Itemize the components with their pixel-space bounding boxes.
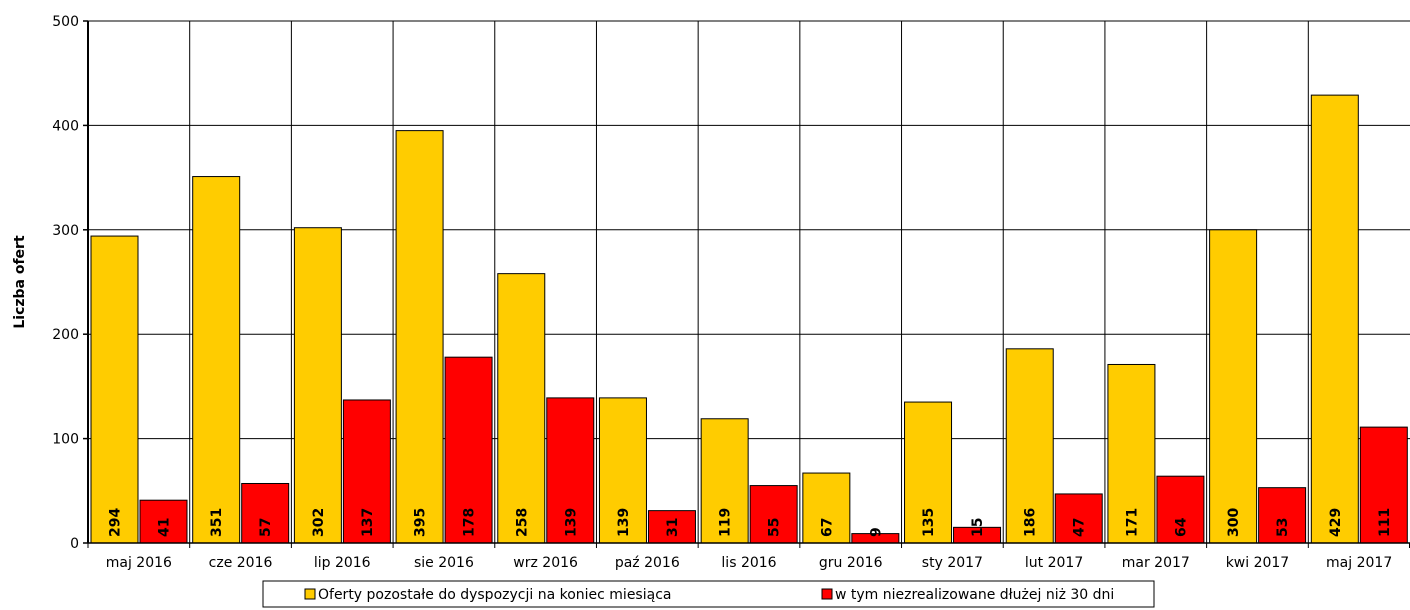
bar-offers-over-30-days bbox=[1258, 487, 1307, 544]
bars-layer bbox=[90, 94, 1408, 544]
y-tick-label: 100 bbox=[52, 432, 79, 448]
x-tick-label: gru 2016 bbox=[819, 555, 883, 571]
bar-offers-over-30-days bbox=[546, 397, 595, 544]
legend-label: Oferty pozostałe do dyspozycji na koniec… bbox=[318, 587, 671, 603]
bar-offers-total bbox=[395, 130, 444, 544]
bar-data-label: 135 bbox=[921, 508, 937, 537]
bar-data-label: 395 bbox=[413, 508, 429, 537]
bar-data-label: 9 bbox=[868, 527, 884, 537]
x-tick-label: paź 2016 bbox=[615, 555, 680, 571]
y-tick-label: 200 bbox=[52, 327, 79, 343]
bar-offers-total bbox=[192, 176, 241, 544]
bar-data-label: 31 bbox=[665, 518, 681, 537]
bar-offers-over-30-days bbox=[139, 499, 188, 544]
bar-data-label: 111 bbox=[1377, 508, 1393, 537]
bar-data-label: 186 bbox=[1023, 508, 1039, 537]
bar-data-label: 294 bbox=[108, 508, 124, 537]
x-tick-label: lut 2017 bbox=[1025, 555, 1083, 571]
x-tick-label: sie 2016 bbox=[414, 555, 474, 571]
legend-label: w tym niezrealizowane dłużej niż 30 dni bbox=[835, 587, 1114, 603]
bar-data-label: 15 bbox=[970, 518, 986, 537]
bar-offers-over-30-days bbox=[1156, 475, 1205, 544]
x-tick-label: maj 2016 bbox=[106, 555, 172, 571]
bar-data-label: 139 bbox=[616, 508, 632, 537]
bar-offers-over-30-days bbox=[444, 356, 493, 544]
bar-data-label: 258 bbox=[514, 508, 530, 537]
y-tick-label: 400 bbox=[52, 118, 79, 134]
bar-data-label: 178 bbox=[462, 508, 478, 537]
bar-data-label: 47 bbox=[1072, 518, 1088, 537]
bar-offers-over-30-days bbox=[342, 399, 391, 544]
y-tick-label: 0 bbox=[70, 536, 79, 552]
bar-offers-total bbox=[598, 397, 647, 544]
bar-data-label: 137 bbox=[360, 508, 376, 537]
y-tick-label: 300 bbox=[52, 223, 79, 239]
bar-offers-total bbox=[1005, 348, 1054, 544]
bar-offers-total bbox=[1107, 363, 1156, 544]
bar-data-label: 302 bbox=[311, 508, 327, 537]
axis-layer bbox=[83, 20, 1410, 548]
bar-offers-total bbox=[904, 401, 953, 544]
bar-data-label: 119 bbox=[718, 508, 734, 537]
bar-offers-total bbox=[1310, 94, 1359, 544]
bar-offers-total bbox=[293, 227, 342, 544]
legend: Oferty pozostałe do dyspozycji na koniec… bbox=[262, 580, 1155, 608]
legend-swatch bbox=[821, 588, 833, 600]
bar-data-label: 57 bbox=[258, 518, 274, 537]
bar-data-label: 41 bbox=[157, 518, 173, 537]
x-tick-label: lip 2016 bbox=[314, 555, 371, 571]
bar-data-label: 55 bbox=[767, 518, 783, 537]
x-tick-label: wrz 2016 bbox=[513, 555, 578, 571]
y-tick-label: 500 bbox=[52, 14, 79, 30]
bar-data-label: 139 bbox=[563, 508, 579, 537]
bar-offers-total bbox=[700, 418, 749, 544]
bar-offers-over-30-days bbox=[241, 482, 290, 544]
y-axis-title: Liczba ofert bbox=[12, 235, 28, 329]
x-tick-label: mar 2017 bbox=[1122, 555, 1190, 571]
bar-offers-total bbox=[90, 235, 139, 544]
x-tick-label: sty 2017 bbox=[922, 555, 983, 571]
bar-data-label: 53 bbox=[1275, 518, 1291, 537]
legend-swatch bbox=[304, 588, 316, 600]
bar-data-label: 300 bbox=[1226, 508, 1242, 537]
bar-data-label: 429 bbox=[1328, 508, 1344, 537]
bar-data-label: 171 bbox=[1124, 508, 1140, 537]
bar-offers-total bbox=[497, 273, 546, 544]
bar-data-label: 64 bbox=[1173, 517, 1189, 537]
legend-box bbox=[262, 580, 1155, 608]
labels-layer: 0 100 200 300 400 500 294 41 maj 2016 351 57 cze 20… bbox=[52, 14, 1393, 571]
x-tick-label: cze 2016 bbox=[209, 555, 273, 571]
x-tick-label: maj 2017 bbox=[1326, 555, 1392, 571]
x-tick-label: kwi 2017 bbox=[1226, 555, 1290, 571]
bar-offers-over-30-days bbox=[647, 510, 696, 544]
bar-data-label: 351 bbox=[209, 508, 225, 537]
bar-offers-over-30-days bbox=[1359, 426, 1408, 544]
x-tick-label: lis 2016 bbox=[721, 555, 776, 571]
bar-offers-total bbox=[1209, 229, 1258, 544]
bar-offers-over-30-days bbox=[1054, 493, 1103, 544]
bar-offers-over-30-days bbox=[749, 485, 798, 544]
bar-data-label: 67 bbox=[819, 518, 835, 537]
